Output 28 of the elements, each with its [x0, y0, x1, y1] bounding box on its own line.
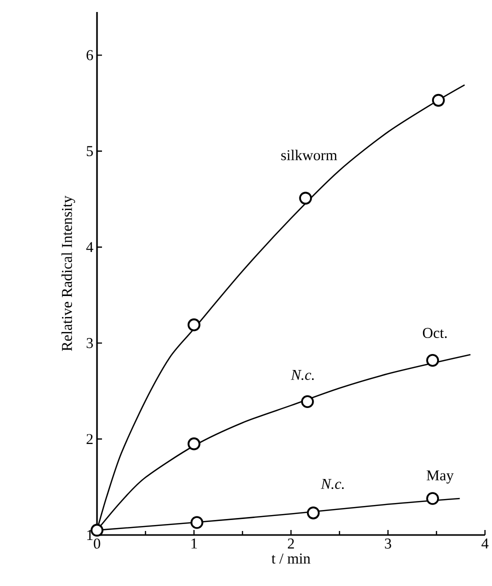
point [190, 516, 204, 529]
point [299, 192, 312, 205]
series-label: May [426, 470, 454, 484]
point [90, 524, 104, 537]
annotation: N.c. [290, 370, 314, 380]
point [306, 506, 320, 520]
point [301, 395, 314, 408]
point [432, 94, 445, 107]
annotation: N.c. [320, 478, 344, 490]
y-tick-label: 3 [86, 338, 93, 348]
y-tick-label: 1 [87, 530, 93, 540]
x-tick-label: 4 [482, 538, 488, 548]
point [188, 318, 200, 332]
x-tick-label: 1 [192, 538, 197, 548]
point [426, 354, 440, 367]
point [426, 492, 440, 505]
y-tick-label: 6 [86, 50, 94, 60]
x-tick-label: 2 [288, 538, 294, 548]
series-label: Oct. [422, 328, 447, 338]
text: silkworm [281, 150, 338, 160]
point [188, 437, 200, 450]
x-axis-title: t / min [272, 554, 310, 564]
x-tick-label: 0 [94, 538, 100, 549]
y-axis-title: Relative Radical Intensity [61, 196, 76, 351]
y-tick-label: 5 [86, 146, 93, 156]
x-tick-label: 3 [384, 538, 392, 549]
y-tick-label: 4 [86, 242, 94, 252]
y-tick-label: 2 [86, 434, 93, 444]
